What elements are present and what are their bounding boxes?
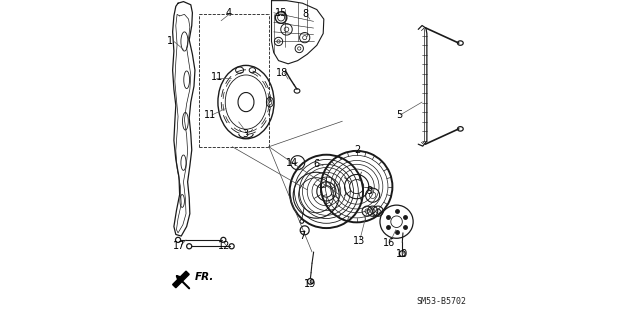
Text: 1: 1 [167, 36, 173, 47]
Text: FR.: FR. [195, 272, 214, 282]
Text: 19: 19 [304, 279, 317, 289]
Text: 16: 16 [383, 238, 396, 248]
Polygon shape [173, 271, 189, 288]
Text: 12: 12 [218, 241, 230, 251]
Text: 11: 11 [211, 71, 223, 82]
Text: 5: 5 [397, 110, 403, 120]
Text: 10: 10 [396, 249, 408, 259]
Text: 15: 15 [275, 8, 287, 18]
Text: 6: 6 [314, 159, 320, 169]
Text: 4: 4 [226, 8, 232, 18]
Text: 18: 18 [276, 68, 289, 78]
Text: 17: 17 [173, 241, 185, 251]
Text: 9: 9 [366, 186, 372, 197]
Text: 8: 8 [303, 9, 308, 19]
Text: 11: 11 [204, 110, 216, 120]
Text: 13: 13 [353, 236, 365, 246]
Text: 3: 3 [242, 129, 248, 139]
Text: 2: 2 [355, 145, 361, 155]
Text: SM53-B5702: SM53-B5702 [417, 297, 467, 306]
Text: 7: 7 [300, 231, 305, 241]
Text: 14: 14 [286, 158, 298, 168]
